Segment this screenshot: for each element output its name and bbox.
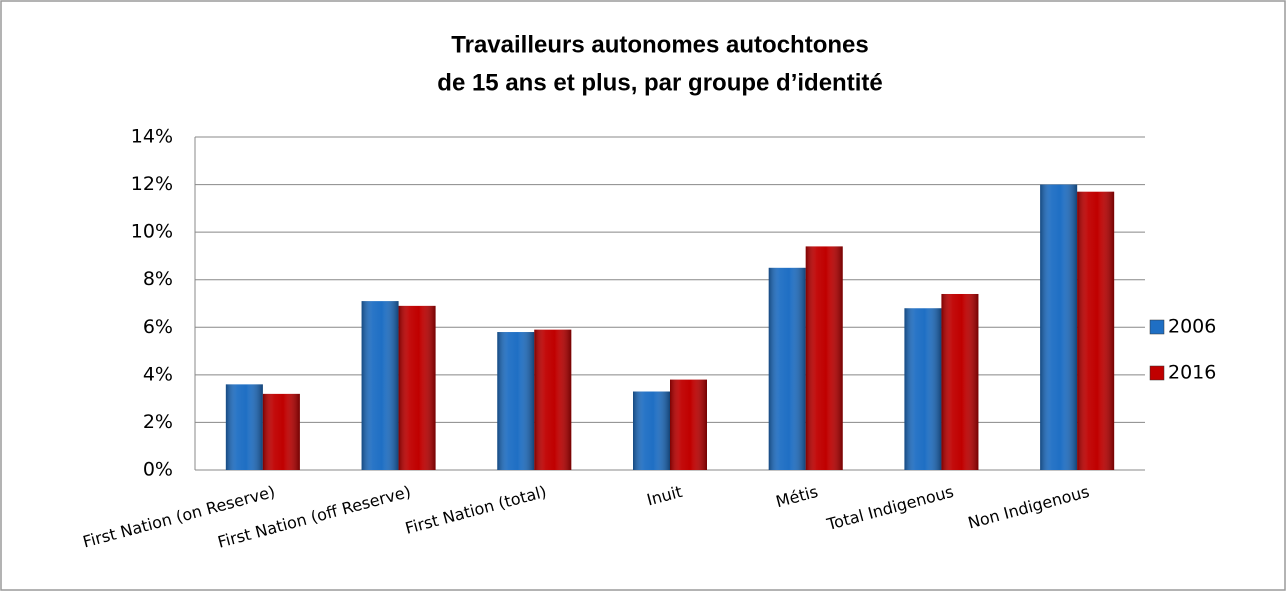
- bar-shade: [633, 391, 670, 470]
- bar-shade: [768, 267, 806, 470]
- bar-shade: [398, 305, 436, 470]
- bar-shade: [904, 308, 942, 470]
- bar-shade: [941, 293, 979, 470]
- legend-label: 2016: [1168, 362, 1216, 384]
- y-tick-label: 14%: [131, 126, 173, 148]
- y-tick-label: 2%: [143, 411, 173, 433]
- legend-swatch: [1149, 319, 1165, 335]
- bar-shade: [1040, 184, 1078, 471]
- bar-shade: [805, 246, 843, 470]
- legend-swatch: [1149, 365, 1165, 381]
- chart-title: Travailleurs autonomes autochtones: [451, 31, 868, 58]
- y-tick-label: 4%: [143, 363, 173, 385]
- bar-shade: [497, 332, 535, 470]
- y-tick-label: 0%: [143, 459, 173, 481]
- bar-shade: [670, 379, 707, 470]
- legend-label: 2006: [1168, 316, 1216, 338]
- chart-title: de 15 ans et plus, par groupe d’identité: [437, 69, 882, 96]
- bar-shade: [361, 301, 399, 470]
- y-tick-label: 8%: [143, 268, 173, 290]
- bar-shade: [225, 384, 263, 470]
- y-tick-label: 10%: [131, 221, 173, 243]
- y-tick-label: 12%: [131, 173, 173, 195]
- bar-shade: [534, 329, 572, 470]
- bar-shade: [1077, 191, 1115, 470]
- bar-shade: [262, 393, 300, 470]
- y-tick-label: 6%: [143, 316, 173, 338]
